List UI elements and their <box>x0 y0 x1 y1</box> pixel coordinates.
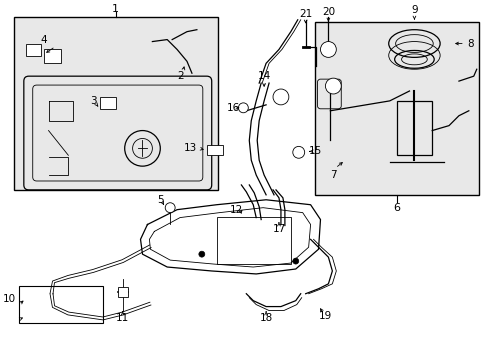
Circle shape <box>320 41 336 57</box>
Bar <box>43 49 61 63</box>
Circle shape <box>292 258 298 264</box>
Text: 12: 12 <box>229 205 243 215</box>
Text: 19: 19 <box>318 311 331 321</box>
Text: 17: 17 <box>272 224 285 234</box>
Text: 15: 15 <box>308 146 322 156</box>
Text: 18: 18 <box>259 314 272 323</box>
Text: 16: 16 <box>226 103 240 113</box>
Bar <box>100 97 116 109</box>
Circle shape <box>325 78 341 94</box>
Bar <box>216 217 290 264</box>
Bar <box>206 145 222 155</box>
Text: 4: 4 <box>40 35 47 45</box>
Circle shape <box>238 103 248 113</box>
Circle shape <box>272 89 288 105</box>
Text: 7: 7 <box>329 170 336 180</box>
Bar <box>26 44 41 57</box>
Text: 20: 20 <box>321 7 334 17</box>
Text: 9: 9 <box>410 5 417 15</box>
Text: 3: 3 <box>90 96 96 106</box>
Text: 5: 5 <box>157 195 163 205</box>
Bar <box>396 101 431 155</box>
Text: 2: 2 <box>176 71 183 81</box>
Circle shape <box>165 203 175 213</box>
Text: 11: 11 <box>116 314 129 323</box>
Circle shape <box>199 251 204 257</box>
Circle shape <box>292 147 304 158</box>
Bar <box>19 286 103 323</box>
Text: 13: 13 <box>183 143 197 153</box>
Text: 21: 21 <box>299 9 312 19</box>
Text: 14: 14 <box>257 71 270 81</box>
Text: 6: 6 <box>392 203 399 213</box>
Bar <box>118 287 127 297</box>
Text: 10: 10 <box>3 294 16 304</box>
Bar <box>314 22 478 195</box>
Text: 1: 1 <box>112 4 119 14</box>
Text: 8: 8 <box>466 39 472 49</box>
Bar <box>14 17 217 190</box>
